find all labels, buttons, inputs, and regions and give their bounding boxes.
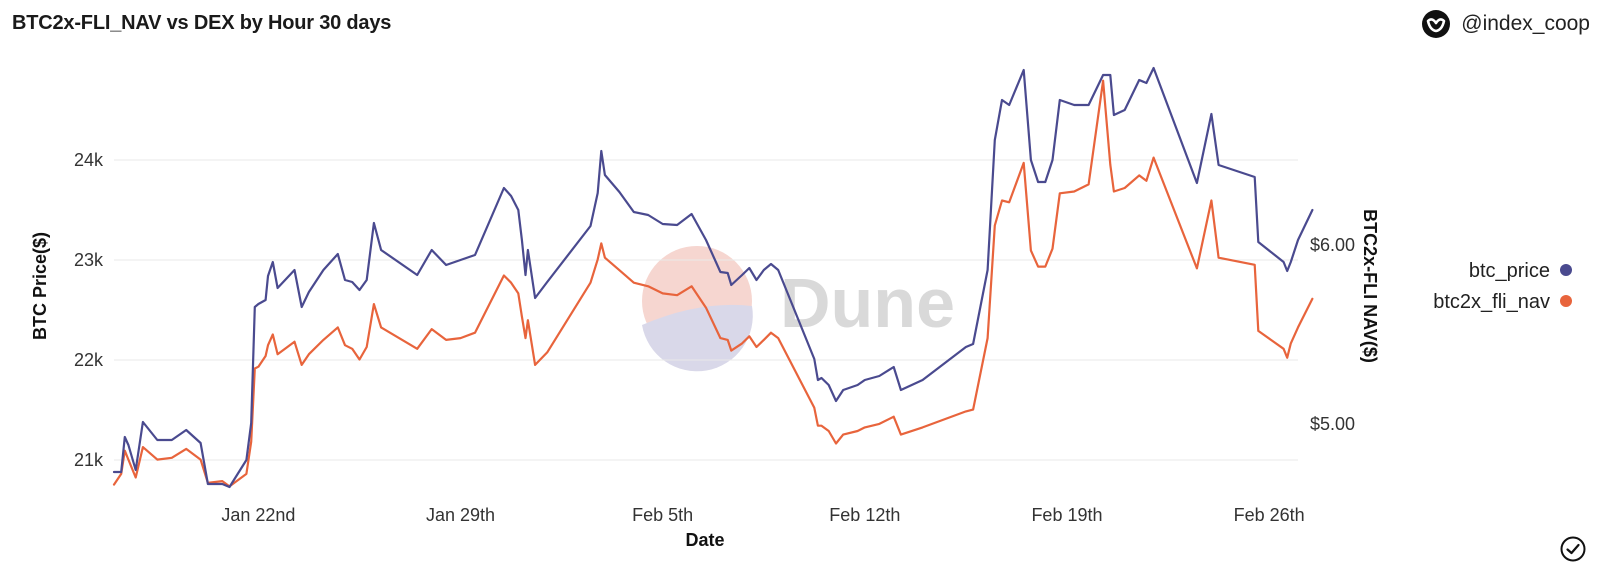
axis-layer: 21k 22k 23k 24k $5.00 $6.00 Jan 22nd Jan 29th Fe… (74, 150, 1355, 525)
x-tick-label: Jan 22nd (221, 505, 295, 525)
y-left-tick-label: 22k (74, 350, 104, 370)
x-tick-label: Feb 19th (1031, 505, 1102, 525)
checkmark-circle-icon[interactable] (1560, 536, 1586, 562)
y-axis-label-left: BTC Price($) (30, 232, 50, 340)
x-tick-label: Jan 29th (426, 505, 495, 525)
legend-label-btc2x_fli_nav: btc2x_fli_nav (1433, 291, 1550, 313)
brand-name: @index_coop (1461, 12, 1590, 35)
grid-layer (114, 159, 1298, 461)
x-axis-label: Date (685, 530, 724, 550)
x-tick-label: Feb 5th (632, 505, 693, 525)
y-right-tick-label: $5.00 (1310, 414, 1355, 434)
chart-title: BTC2x-FLI_NAV vs DEX by Hour 30 days (12, 12, 392, 34)
y-left-tick-label: 24k (74, 150, 104, 170)
x-tick-label: Feb 12th (829, 505, 900, 525)
y-left-tick-label: 23k (74, 250, 104, 270)
y-right-tick-label: $6.00 (1310, 235, 1355, 255)
legend-marker-btc_price (1560, 264, 1572, 276)
brand[interactable]: @index_coop (1421, 9, 1590, 39)
y-left-tick-label: 21k (74, 450, 104, 470)
index-coop-logo-icon (1422, 10, 1451, 38)
series-line-btc2x_fli_nav (112, 79, 1314, 488)
dune-watermark: Dune (642, 246, 955, 372)
legend-marker-btc2x_fli_nav (1560, 295, 1572, 307)
x-tick-label: Feb 26th (1234, 505, 1305, 525)
series-line-btc_price (112, 66, 1314, 489)
y-axis-label-right: BTC2x-FLI NAV($) (1360, 209, 1380, 363)
watermark-text: Dune (780, 264, 955, 342)
series-layer (112, 66, 1314, 489)
legend[interactable]: btc_price btc2x_fli_nav (1433, 260, 1572, 313)
legend-label-btc_price: btc_price (1469, 260, 1550, 282)
